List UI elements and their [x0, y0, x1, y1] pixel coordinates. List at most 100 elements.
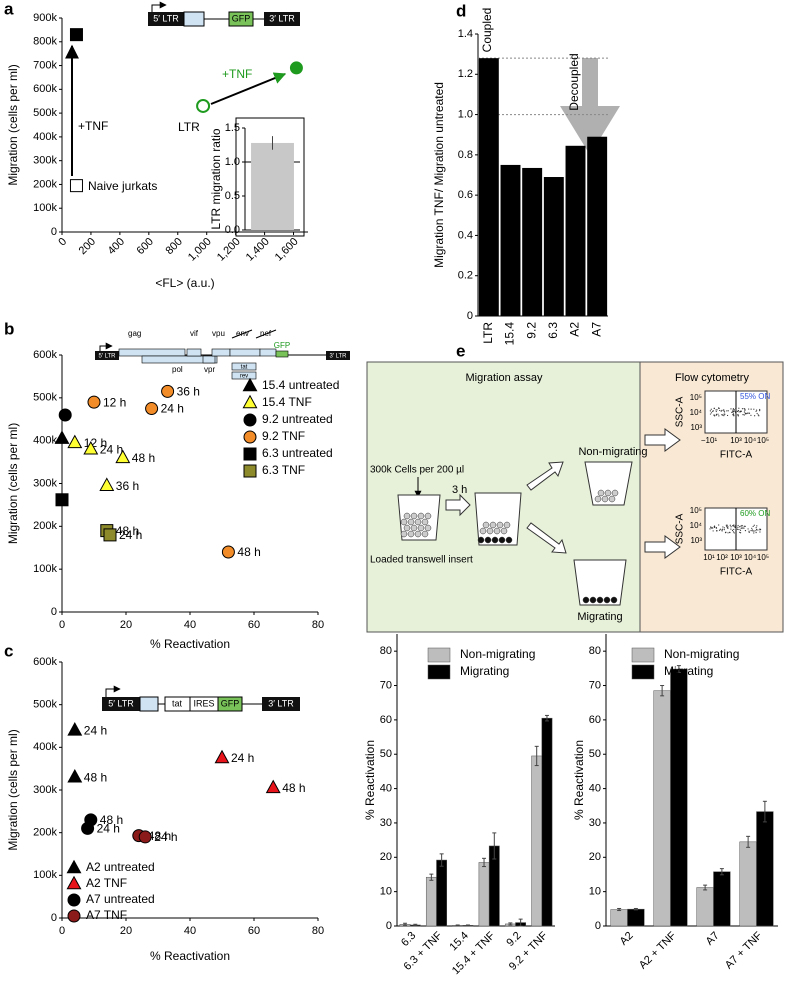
flow-event — [744, 408, 746, 410]
y-tick-label: 70 — [380, 679, 392, 691]
data-point — [145, 402, 159, 416]
flow-event — [718, 524, 720, 526]
data-point — [103, 528, 117, 542]
y-tick-label: 0.8 — [458, 149, 473, 161]
legend-marker — [66, 859, 82, 874]
flow-x-tick: 10² — [716, 553, 728, 562]
flow-event — [743, 527, 745, 529]
bar — [478, 58, 499, 317]
flow-event — [732, 413, 735, 415]
y-tick-label: 200k — [33, 520, 57, 532]
bar — [565, 145, 586, 316]
flow-event — [715, 527, 717, 529]
flow-event — [732, 525, 734, 527]
non-migrating-label: Non-migrating — [578, 446, 647, 458]
flow-event — [743, 411, 746, 413]
legend-label: 9.2 TNF — [262, 429, 305, 443]
x-tick-label: 0 — [59, 925, 65, 937]
panel-letter: e — [456, 341, 465, 360]
flow-event — [753, 408, 755, 410]
annotation: Decoupled — [567, 53, 581, 110]
cell — [491, 536, 499, 544]
gfp-box — [275, 350, 289, 358]
cell — [496, 521, 504, 529]
legend-marker — [243, 430, 257, 444]
legend-label: A7 TNF — [86, 908, 127, 922]
bar — [670, 668, 688, 927]
flow-event — [739, 526, 741, 528]
data-point — [69, 28, 83, 42]
x-tick-label: 1,200 — [215, 236, 243, 264]
flow-event — [742, 527, 744, 529]
flow-event — [712, 527, 714, 529]
y-tick-label: 50 — [589, 748, 601, 760]
x-tick-label: A7 — [704, 930, 722, 948]
y-tick-label: 40 — [589, 782, 601, 794]
legend-marker — [243, 464, 257, 478]
flow-event — [741, 408, 744, 410]
ltr-label: 5′ LTR — [153, 13, 179, 23]
x-axis-label: <FL> (a.u.) — [155, 276, 214, 290]
flow-x-tick: 10⁴ — [744, 436, 757, 445]
y-tick-label: 50 — [380, 748, 392, 760]
cell — [604, 489, 612, 497]
y-tick-label: 200k — [33, 827, 57, 839]
data-point — [161, 384, 175, 398]
construct-a: 5′ LTR GFP 3′ LTR — [148, 1, 300, 27]
panel-letter: b — [4, 319, 14, 338]
point-label: 12 h — [103, 395, 126, 409]
decoupled-arrow — [560, 58, 620, 155]
x-tick-label: 600 — [135, 236, 156, 257]
y-axis-label: % Reactivation — [363, 740, 377, 820]
ltr-label: 5′ LTR — [108, 698, 134, 708]
flow-event — [729, 524, 731, 526]
ltr-box — [326, 351, 350, 360]
insert — [584, 461, 633, 506]
flow-event — [752, 530, 754, 532]
cell — [477, 536, 485, 544]
y-axis-label: LTR migration ratio — [209, 128, 223, 229]
flow-event — [751, 527, 753, 529]
flow-event — [739, 531, 741, 533]
flow-event — [747, 528, 749, 530]
data-point — [289, 61, 303, 75]
flow-event — [723, 527, 725, 529]
flow-event — [724, 531, 727, 534]
point-label: 48 h — [116, 524, 139, 538]
x-tick-label: 60 — [248, 925, 260, 937]
x-tick-label: 1,000 — [186, 236, 214, 264]
step-arrow — [526, 461, 564, 491]
data-point — [115, 449, 131, 464]
flow-event — [748, 530, 750, 532]
gene-box — [211, 348, 231, 357]
cell — [486, 527, 494, 535]
flow-x-tick: 10¹ — [703, 553, 715, 562]
y-tick-label: 200k — [33, 178, 57, 190]
y-tick-label: 300k — [33, 784, 57, 796]
flow-event — [709, 413, 712, 415]
gfp-box — [228, 11, 254, 27]
gene-label: rev — [240, 374, 248, 380]
data-point — [196, 98, 211, 113]
x-tick-label: 15.4 — [503, 322, 517, 346]
annotation: Naive jurkats — [88, 179, 157, 193]
flow-event — [759, 531, 761, 533]
flow-event — [717, 413, 719, 415]
cell — [479, 527, 487, 535]
insert — [474, 492, 522, 546]
gene-box — [118, 348, 186, 357]
flow-event — [735, 413, 737, 415]
y-tick-label: 0.2 — [458, 270, 473, 282]
y-tick-label: 20 — [380, 851, 392, 863]
flow-event — [718, 529, 721, 531]
gene-box — [231, 371, 257, 380]
y-tick-label: 700k — [33, 59, 57, 71]
x-tick-label: 1,600 — [273, 236, 301, 264]
data-point — [58, 408, 72, 422]
flow-event — [741, 527, 743, 529]
y-tick-label: 800k — [33, 36, 57, 48]
legend-label: 15.4 TNF — [262, 395, 312, 409]
y-tick-label: 0.0 — [225, 224, 240, 236]
flow-event — [736, 410, 739, 412]
legend-label: 15.4 untreated — [262, 378, 339, 392]
